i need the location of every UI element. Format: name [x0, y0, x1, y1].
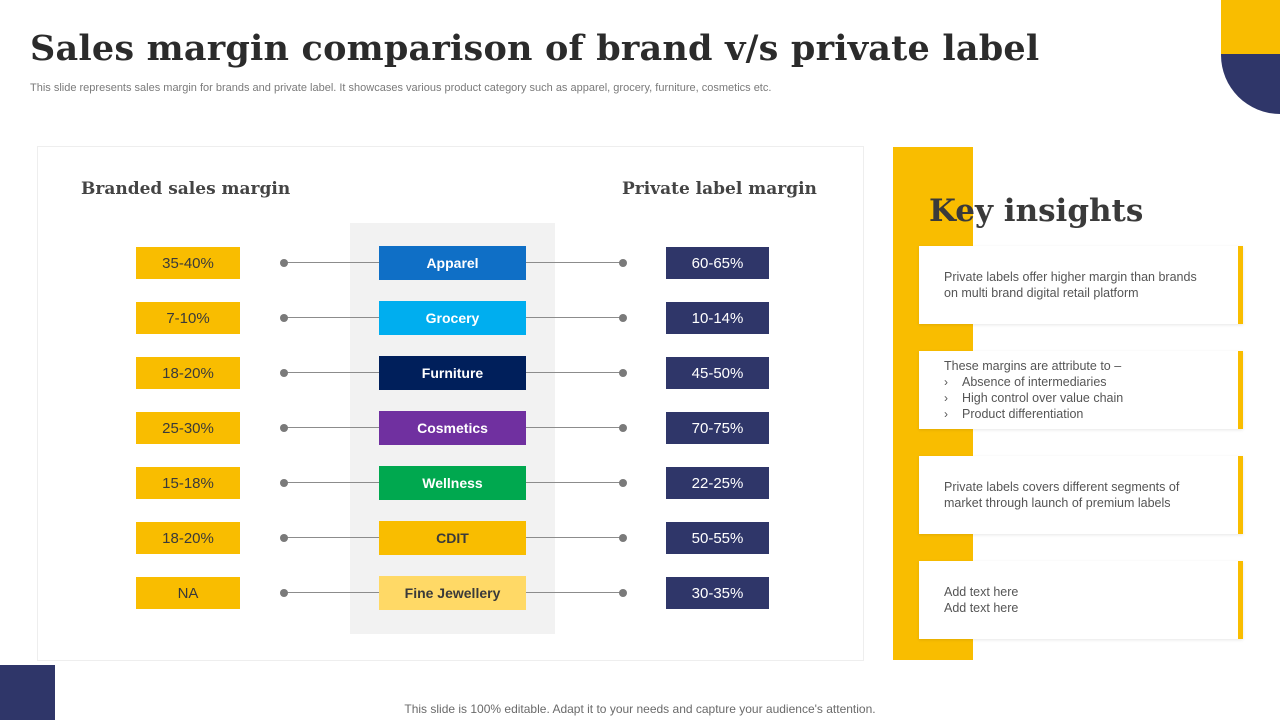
branded-margin: 18-20% [136, 522, 240, 554]
slide-title: Sales margin comparison of brand v/s pri… [30, 28, 1040, 69]
private-margin: 50-55% [666, 522, 769, 554]
comparison-row: 15-18% Wellness 22-25% [0, 466, 900, 500]
connector-dot-right [619, 534, 627, 542]
branded-margin: 35-40% [136, 247, 240, 279]
category-label: Fine Jewellery [379, 576, 526, 610]
private-margin: 70-75% [666, 412, 769, 444]
insight-point: › Product differentiation [944, 407, 1084, 421]
insight-text-line: Add text here [944, 601, 1019, 615]
comparison-row: 35-40% Apparel 60-65% [0, 246, 900, 280]
insight-point: › High control over value chain [944, 391, 1124, 405]
connector-dot-left [280, 314, 288, 322]
branded-margin: 7-10% [136, 302, 240, 334]
comparison-row: 7-10% Grocery 10-14% [0, 301, 900, 335]
category-label: Apparel [379, 246, 526, 280]
chevron-right-icon: › [944, 391, 948, 405]
insight-text: Private labels covers different segments… [944, 480, 1180, 510]
connector-dot-right [619, 479, 627, 487]
insight-text-line: Add text here [944, 585, 1019, 599]
category-label: Grocery [379, 301, 526, 335]
connector-dot-left [280, 479, 288, 487]
insight-card-3: Private labels covers different segments… [919, 456, 1243, 534]
connector-dot-left [280, 589, 288, 597]
comparison-row: 18-20% CDIT 50-55% [0, 521, 900, 555]
insight-point: › Absence of intermediaries [944, 375, 1107, 389]
private-margin: 30-35% [666, 577, 769, 609]
slide-footer: This slide is 100% editable. Adapt it to… [404, 702, 876, 716]
insight-card-1: Private labels offer higher margin than … [919, 246, 1243, 324]
private-margin: 10-14% [666, 302, 769, 334]
connector-dot-right [619, 314, 627, 322]
insight-card-4: Add text here Add text here [919, 561, 1243, 639]
category-label: Cosmetics [379, 411, 526, 445]
category-label: CDIT [379, 521, 526, 555]
private-margin: 45-50% [666, 357, 769, 389]
connector-dot-right [619, 589, 627, 597]
category-label: Furniture [379, 356, 526, 390]
corner-yellow-block [1221, 0, 1280, 54]
slide-subtitle: This slide represents sales margin for b… [30, 82, 772, 94]
branded-heading: Branded sales margin [81, 179, 291, 199]
connector-dot-left [280, 424, 288, 432]
connector-dot-left [280, 369, 288, 377]
branded-margin: 25-30% [136, 412, 240, 444]
branded-margin: 18-20% [136, 357, 240, 389]
chevron-right-icon: › [944, 375, 948, 389]
connector-dot-right [619, 259, 627, 267]
comparison-row: NA Fine Jewellery 30-35% [0, 576, 900, 610]
comparison-row: 25-30% Cosmetics 70-75% [0, 411, 900, 445]
insight-points: › Absence of intermediaries › High control… [944, 374, 1238, 422]
branded-margin: NA [136, 577, 240, 609]
insights-title: Key insights [929, 193, 1144, 229]
connector-dot-right [619, 369, 627, 377]
bottom-left-navy-block [0, 665, 55, 720]
private-margin: 22-25% [666, 467, 769, 499]
comparison-row: 18-20% Furniture 45-50% [0, 356, 900, 390]
insight-card-2: These margins are attribute to – › Absenc… [919, 351, 1243, 429]
private-heading: Private label margin [622, 179, 817, 199]
category-label: Wellness [379, 466, 526, 500]
private-margin: 60-65% [666, 247, 769, 279]
corner-navy-quarter-circle [1221, 54, 1280, 114]
insight-text: Private labels offer higher margin than … [944, 270, 1197, 300]
insight-intro: These margins are attribute to – [944, 359, 1122, 373]
connector-dot-right [619, 424, 627, 432]
connector-dot-left [280, 534, 288, 542]
chevron-right-icon: › [944, 407, 948, 421]
connector-dot-left [280, 259, 288, 267]
branded-margin: 15-18% [136, 467, 240, 499]
